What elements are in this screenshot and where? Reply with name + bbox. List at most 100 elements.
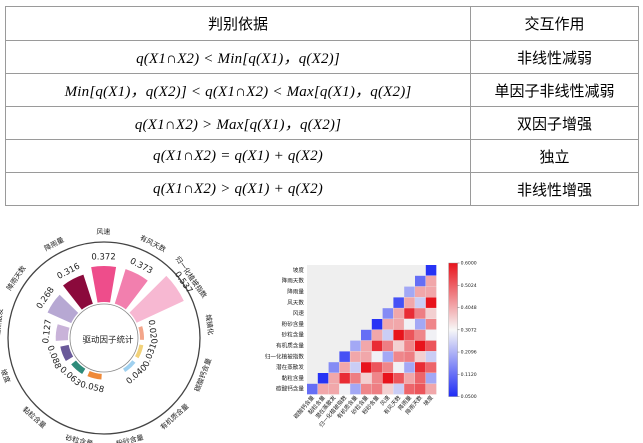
heatmap-cell: [415, 383, 426, 395]
heatmap-cell: [350, 373, 361, 384]
interaction-cell: 非线性减弱: [470, 40, 639, 74]
table-row: q(X1∩X2) > Max[q(X1)，q(X2)] 双因子增强: [5, 106, 639, 140]
radial-bar: [63, 274, 93, 310]
heatmap-cell: [371, 340, 383, 352]
heatmap-cell: [382, 319, 394, 330]
heatmap-row-label: 碳酸钙含量: [276, 385, 304, 393]
radial-category-label: 黏粒含量: [21, 405, 48, 430]
heatmap-cell: [415, 275, 426, 287]
heatmap-cell: [404, 383, 415, 395]
heatmap-cell: [350, 362, 361, 373]
heatmap-cell: [350, 383, 361, 395]
table-row: Min[q(X1)，q(X2)] < q(X1∩X2) < Max[q(X1)，…: [5, 73, 639, 107]
radial-bar: [47, 294, 79, 324]
table-row: q(X1∩X2) > q(X1) + q(X2) 非线性增强: [5, 172, 639, 206]
heatmap-cell: [425, 329, 437, 341]
heatmap-cell: [415, 351, 426, 362]
heatmap-cell: [404, 286, 415, 298]
radial-value-label: 0.088: [45, 344, 63, 370]
heatmap-row-label: 坡度: [293, 266, 305, 274]
heatmap-cell: [415, 373, 426, 384]
heatmap-cell: [382, 373, 394, 384]
inner-ring: [69, 303, 139, 373]
heatmap-cell: [371, 319, 383, 330]
radial-category-label: 城镇化: [204, 314, 216, 336]
heatmap-cell: [339, 362, 350, 373]
heatmap-cell: [361, 329, 372, 341]
heatmap-cell: [393, 340, 404, 352]
heatmap-row-label: 有机质含量: [276, 342, 304, 350]
radial-category-label: 降雨天数: [4, 264, 27, 292]
radial-value-label: 0.031: [141, 342, 159, 368]
heatmap-row-label: 归一化植被指数: [265, 352, 305, 360]
heatmap-cell: [307, 383, 318, 395]
interaction-cell: 非线性增强: [470, 172, 639, 206]
radial-category-label: 碳酸钙含量: [193, 357, 214, 393]
heatmap-cell: [328, 373, 340, 384]
colorbar: [448, 262, 458, 397]
heatmap-cell: [415, 340, 426, 352]
heatmap-cell: [404, 362, 415, 373]
colorbar-tick-label: 0.6000: [461, 261, 477, 267]
heatmap-cell: [350, 340, 361, 352]
heatmap-cell: [382, 340, 394, 352]
colorbar-tick-label: 0.4048: [461, 305, 477, 311]
heatmap-cell: [393, 329, 404, 341]
heatmap-cell: [382, 351, 394, 362]
radial-bar: [114, 269, 148, 310]
heatmap-cell: [425, 286, 437, 298]
radial-category-label: 坡度: [0, 368, 12, 384]
heatmap-cell: [339, 383, 350, 395]
radial-bar: [138, 326, 144, 340]
heatmap-row-label: 风速: [293, 310, 305, 317]
basis-cell: q(X1∩X2) > Max[q(X1)，q(X2)]: [5, 106, 471, 140]
heatmap-cell: [425, 340, 437, 352]
interaction-cell: 单因子非线性减弱: [470, 73, 639, 107]
heatmap-cell: [404, 308, 415, 319]
heatmap-cell: [371, 373, 383, 384]
heatmap-cell: [350, 351, 361, 362]
heatmap-cell: [393, 319, 404, 330]
heatmap-cell: [361, 383, 372, 395]
heatmap-cell: [425, 265, 437, 276]
header-basis: 判别依据: [5, 6, 471, 41]
table-header-row: 判别依据 交互作用: [5, 6, 639, 41]
heatmap-cell: [404, 351, 415, 362]
radial-value-label: 0.127: [41, 319, 54, 344]
radial-factor-chart: 0.316降雨量0.372风速0.373有风天数0.537归一化植被指数0.02…: [0, 228, 216, 443]
radial-category-label: 有机质含量: [158, 402, 190, 432]
heatmap-cell: [361, 362, 372, 373]
table-row: q(X1∩X2) < Min[q(X1)，q(X2)] 非线性减弱: [5, 40, 639, 74]
heatmap-row-label: 砂粒含量: [282, 331, 305, 339]
colorbar-tick-label: 0.0500: [461, 394, 477, 400]
radial-value-label: 0.058: [79, 380, 105, 395]
radial-bar: [135, 344, 144, 359]
heatmap-cell: [382, 383, 394, 395]
heatmap-col-label: 坡度: [421, 393, 435, 407]
heatmap-row-label: 潜在蒸散发: [276, 363, 304, 371]
heatmap-cell: [361, 340, 372, 352]
table-row: q(X1∩X2) = q(X1) + q(X2) 独立: [5, 139, 639, 173]
heatmap-cell: [393, 297, 404, 308]
colorbar-tick-label: 0.2096: [461, 350, 477, 356]
heatmap-cell: [339, 373, 350, 384]
radial-category-label: 风速: [96, 228, 110, 236]
heatmap-cell: [361, 351, 372, 362]
heatmap-cell: [382, 308, 394, 319]
heatmap-cell: [393, 383, 404, 395]
heatmap-cell: [382, 329, 394, 341]
radial-category-label: 潜在蒸散发: [0, 308, 5, 344]
heatmap-cell: [415, 308, 426, 319]
heatmap-cell: [393, 362, 404, 373]
colorbar-tick-label: 0.3072: [461, 327, 477, 333]
heatmap-cell: [393, 308, 404, 319]
basis-cell: q(X1∩X2) > q(X1) + q(X2): [5, 172, 471, 206]
heatmap-row-label: 风天数: [287, 298, 304, 306]
heatmap-cell: [317, 383, 329, 395]
heatmap-row-label: 粉砂含量: [282, 320, 305, 328]
basis-cell: Min[q(X1)，q(X2)] < q(X1∩X2) < Max[q(X1)，…: [5, 73, 471, 107]
radial-bar: [129, 275, 184, 323]
heatmap-cell: [425, 308, 437, 319]
basis-cell: q(X1∩X2) < Min[q(X1)，q(X2)]: [5, 40, 471, 74]
heatmap-cell: [393, 351, 404, 362]
